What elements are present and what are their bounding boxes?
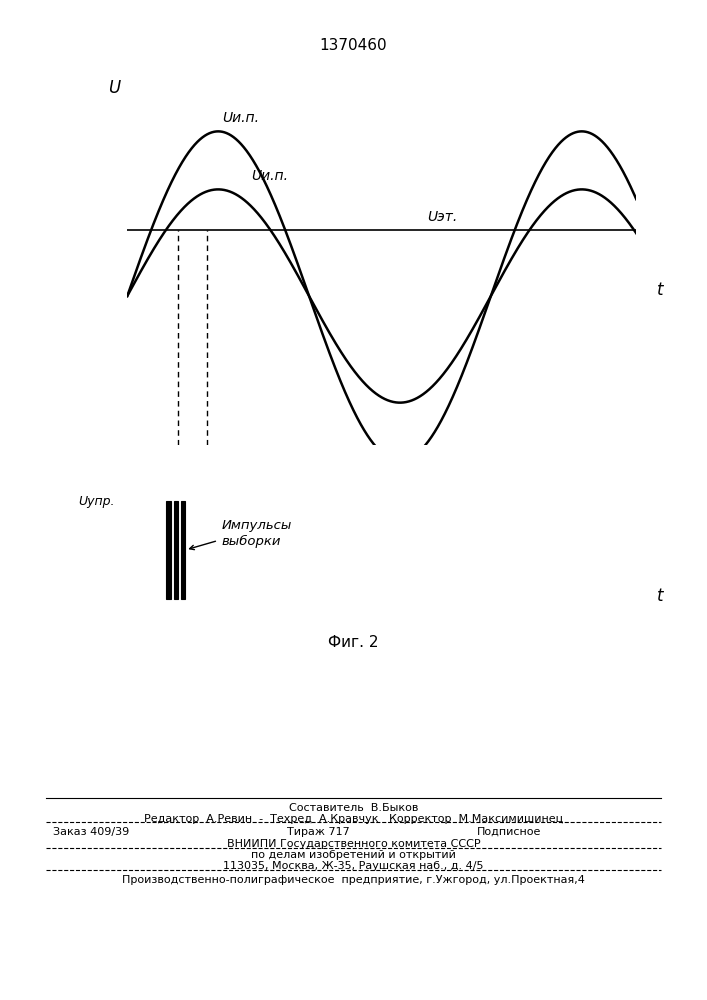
Text: Редактор  А.Ревин  -  Техред  А.Кравчук   Корректор  М.Максимишинец: Редактор А.Ревин - Техред А.Кравчук Корр… xyxy=(144,814,563,824)
Text: 1370460: 1370460 xyxy=(320,38,387,53)
Text: Uэт.: Uэт. xyxy=(427,210,457,224)
Text: Заказ 409/39: Заказ 409/39 xyxy=(53,827,129,837)
Text: по делам изобретений и открытий: по делам изобретений и открытий xyxy=(251,850,456,860)
Text: Uи.п.: Uи.п. xyxy=(251,169,288,183)
Bar xyxy=(166,501,171,599)
Text: ВНИИПИ Государственного комитета СССР: ВНИИПИ Государственного комитета СССР xyxy=(227,839,480,849)
Text: 113035, Москва, Ж-35, Раушская наб., д. 4/5: 113035, Москва, Ж-35, Раушская наб., д. … xyxy=(223,861,484,871)
Text: Тираж 717: Тираж 717 xyxy=(287,827,349,837)
Text: Составитель  В.Быков: Составитель В.Быков xyxy=(289,803,418,813)
Text: Фиг. 2: Фиг. 2 xyxy=(328,635,379,650)
Text: Импульсы
выборки: Импульсы выборки xyxy=(222,519,292,548)
Text: Производственно-полиграфическое  предприятие, г.Ужгород, ул.Проектная,4: Производственно-полиграфическое предприя… xyxy=(122,875,585,885)
Text: U: U xyxy=(108,79,121,97)
Text: Подписное: Подписное xyxy=(477,827,542,837)
Bar xyxy=(174,501,178,599)
Text: Uупр.: Uупр. xyxy=(78,495,115,508)
Bar xyxy=(181,501,185,599)
Text: t: t xyxy=(657,281,663,299)
Text: Uи.п.: Uи.п. xyxy=(222,111,259,125)
Text: t: t xyxy=(657,587,663,605)
